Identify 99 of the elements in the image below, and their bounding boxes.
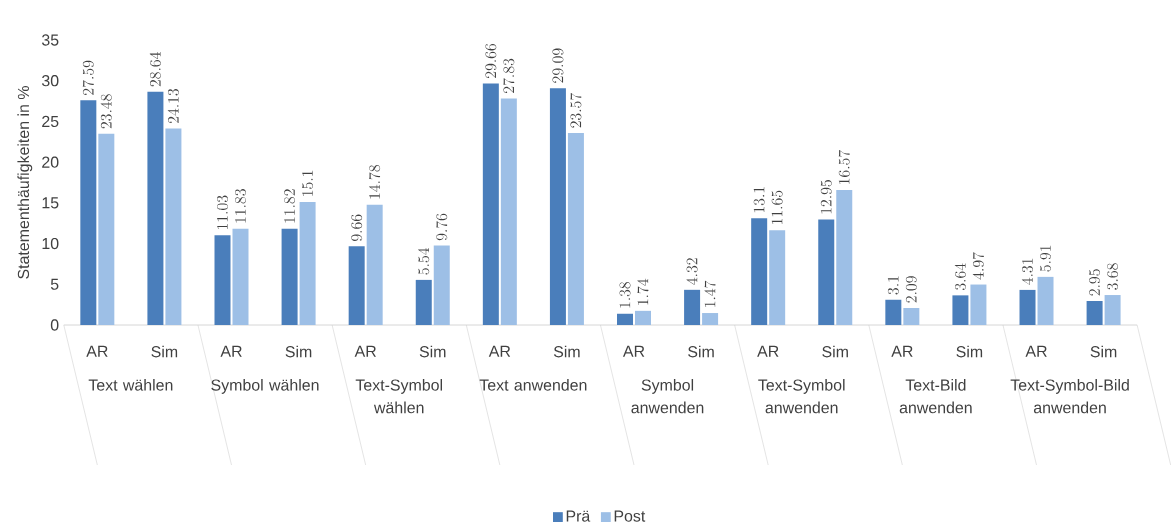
bar (415, 279, 432, 325)
bar (702, 313, 719, 325)
y-tick-label: 20 (42, 156, 59, 168)
bar (214, 235, 231, 325)
text: Text wählen (88, 379, 173, 391)
bar (970, 284, 987, 325)
x-tick-label: AR (86, 345, 108, 357)
data-label: 3.68 (1107, 263, 1119, 290)
bar (433, 245, 450, 325)
bar (769, 230, 786, 325)
data-label: 5.54 (418, 247, 430, 275)
data-label: 4.32 (686, 258, 698, 285)
y-tick-label: 0 (50, 319, 59, 331)
bar (348, 246, 365, 325)
data-label: 27.83 (503, 58, 515, 93)
bar (98, 133, 115, 325)
data-label: 24. 13 (167, 88, 179, 124)
text: Text anwenden (479, 379, 587, 391)
x-tick-label: AR (757, 345, 779, 357)
x-tick-label: AR (891, 345, 913, 357)
text: Symbol anwenden (631, 379, 704, 414)
x-tick-label: Sim (151, 345, 178, 358)
data-label: 4.97 (972, 252, 984, 280)
data-label: 12.95 (820, 180, 832, 214)
x-tick-label: AR (220, 345, 242, 357)
y-tick-label: 15 (42, 197, 59, 209)
bar (684, 289, 701, 325)
bar (366, 204, 383, 325)
x-tick-label: Sim (419, 345, 446, 358)
x-tick-label: Sim (553, 345, 580, 358)
bar (1086, 300, 1103, 325)
bar (751, 218, 768, 325)
data-label: 14.78 (369, 165, 381, 199)
bar (836, 190, 853, 325)
data-label: 29.66 (485, 43, 497, 79)
data-label: 29.09 (552, 48, 564, 83)
bar (635, 310, 652, 325)
data-label: 9.76 (436, 213, 448, 241)
bar (80, 100, 97, 325)
data-label: 23.48 (100, 94, 112, 129)
data-label: 4.31 (1021, 258, 1033, 285)
data-label: 11 .82 (284, 189, 296, 223)
bar (567, 133, 584, 325)
data-label: 3.64 (954, 263, 966, 291)
bar (500, 98, 517, 325)
data-label: 2.95 (1089, 269, 1101, 296)
data-label: 11 .03 (217, 195, 228, 230)
bar (952, 295, 969, 325)
bar (165, 128, 182, 325)
bar (232, 228, 249, 325)
y-tick-label: 10 (42, 237, 59, 250)
data-label: 5.91 (1040, 245, 1051, 272)
bar (1104, 295, 1121, 325)
bar (818, 219, 835, 325)
bar (617, 313, 634, 325)
data-label: 11 .83 (235, 189, 246, 223)
data-label: 1 .38 (619, 281, 631, 308)
data-label: 13. 1 (753, 187, 765, 213)
x-tick-label: AR (1025, 345, 1047, 357)
x-tick-label: Sim (1090, 345, 1117, 358)
text: Text-Symbol wählen (355, 379, 443, 414)
bar (1019, 289, 1036, 325)
text: Symbol wählen (211, 379, 319, 394)
x-tick-label: AR (622, 345, 645, 357)
data-label: 27.59 (82, 60, 94, 95)
y-tick-label: 5 (50, 278, 59, 290)
data-label: 9.66 (351, 214, 363, 241)
data-label: 2.09 (905, 276, 917, 303)
bar (147, 91, 164, 325)
bar (885, 299, 902, 325)
bar (1037, 276, 1054, 325)
text: Text-Bild anwenden (899, 379, 972, 414)
x-tick-label: Sim (688, 345, 714, 358)
data-label: 15. 1 (302, 170, 314, 196)
data-label: 3. 1 (887, 276, 899, 295)
text: Text-Symbol-Bild anwenden (1010, 379, 1129, 414)
x-tick-label: Sim (956, 345, 983, 358)
bar (903, 307, 920, 325)
data-label: 1 .74 (637, 278, 649, 305)
data-label: 11 .65 (771, 190, 783, 224)
bar (549, 88, 566, 325)
text: Text-Symbol anwenden (758, 379, 845, 414)
legend-label: Prä (566, 510, 591, 522)
data-label: 28.64 (149, 52, 161, 87)
y-tick-label: 30 (41, 75, 59, 87)
y-tick-label: 25 (42, 115, 59, 128)
x-tick-label: Sim (285, 345, 312, 358)
bar (482, 83, 499, 325)
y-axis-title: Statementhäufigkeiten in % (17, 86, 33, 279)
x-tick-label: AR (488, 345, 511, 357)
data-label: 16.57 (838, 150, 850, 184)
x-tick-label: AR (354, 345, 376, 357)
legend-label: Post (614, 510, 646, 522)
bar (299, 202, 316, 325)
data-label: 1 .47 (704, 280, 716, 307)
data-label: 23.57 (570, 93, 582, 128)
bar (281, 228, 298, 325)
x-tick-label: Sim (822, 345, 848, 358)
y-tick-label: 35 (41, 34, 59, 46)
